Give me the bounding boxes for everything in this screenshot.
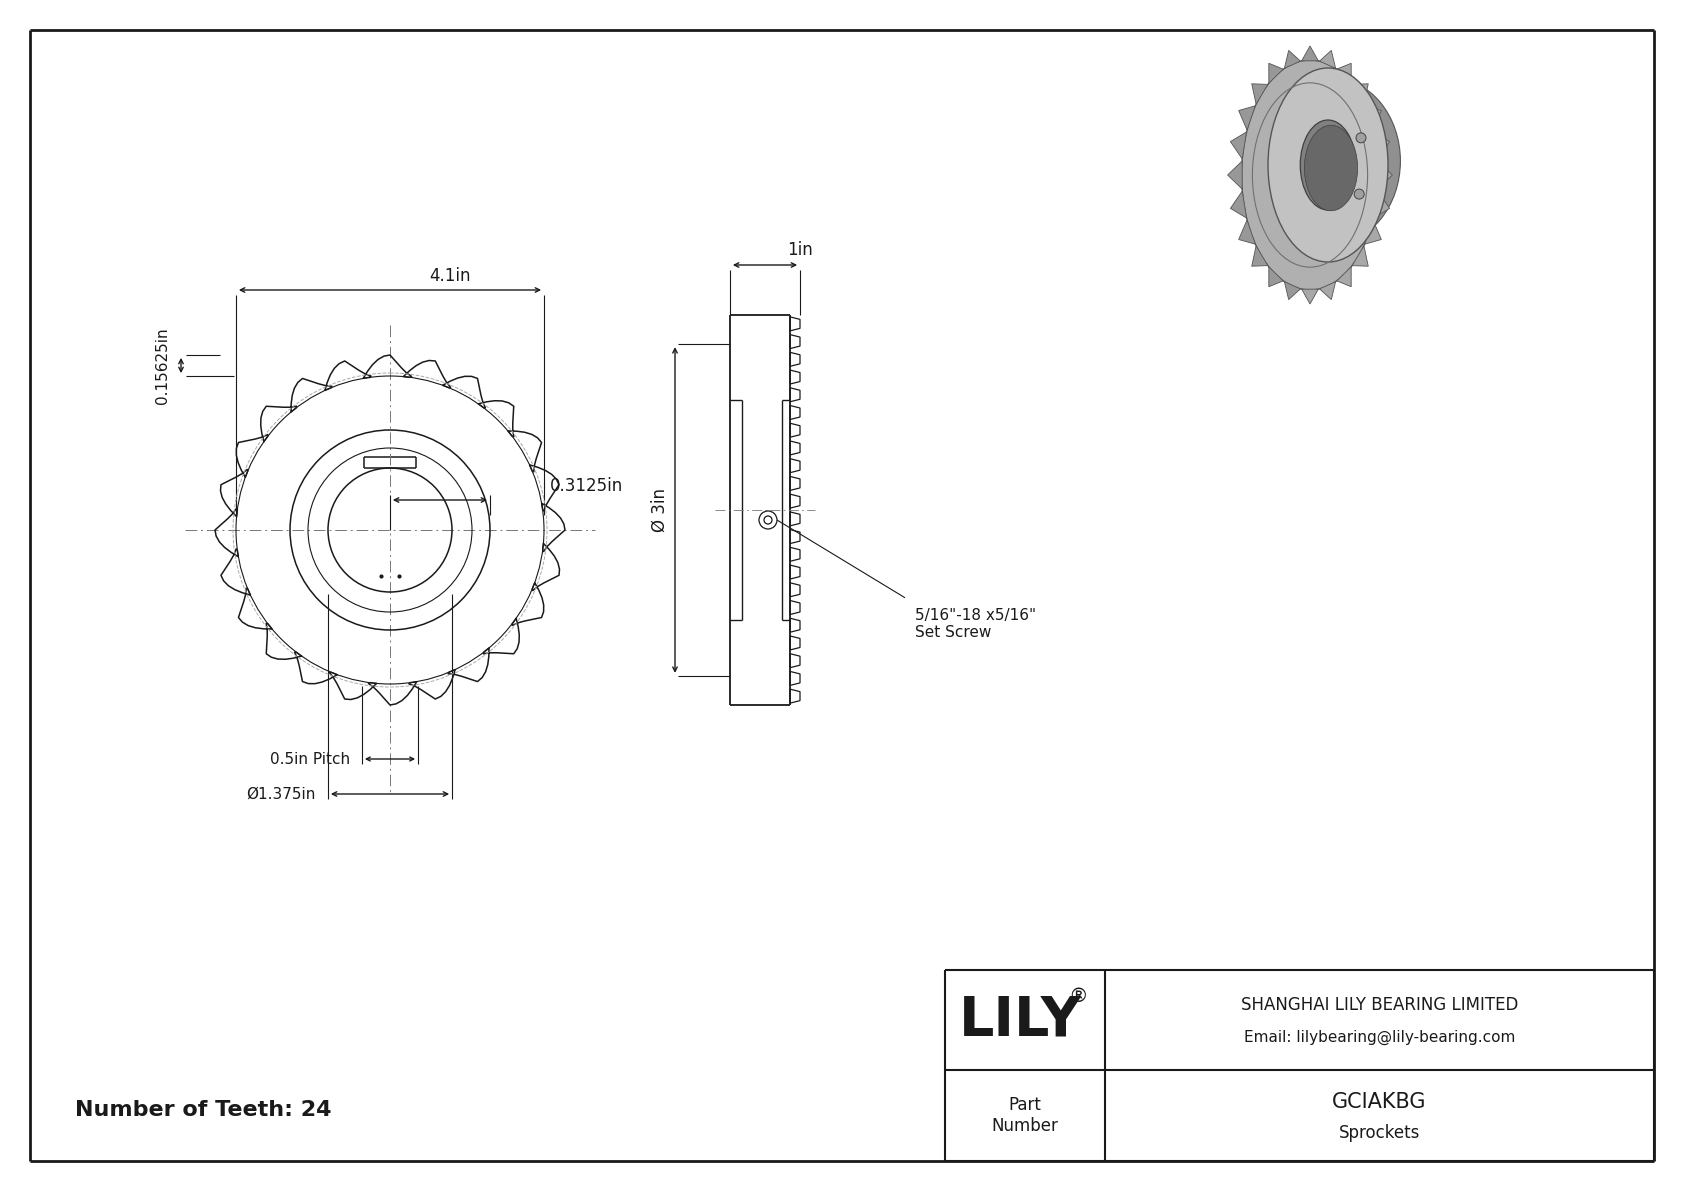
Polygon shape: [1290, 94, 1320, 104]
Polygon shape: [1250, 130, 1290, 137]
Polygon shape: [1251, 83, 1268, 104]
Polygon shape: [1239, 220, 1255, 244]
Text: 0.3125in: 0.3125in: [551, 478, 623, 495]
Polygon shape: [1285, 217, 1317, 254]
Polygon shape: [1271, 104, 1307, 112]
Polygon shape: [1231, 132, 1246, 158]
Polygon shape: [1258, 199, 1297, 232]
Polygon shape: [1241, 158, 1283, 177]
Text: ®: ®: [1068, 986, 1088, 1005]
Text: GCIAKBG: GCIAKBG: [1332, 1091, 1426, 1111]
Polygon shape: [1302, 46, 1319, 61]
Polygon shape: [1251, 192, 1292, 223]
Polygon shape: [1228, 161, 1243, 189]
Polygon shape: [1243, 168, 1283, 189]
Text: LILY: LILY: [958, 993, 1081, 1047]
Polygon shape: [1241, 155, 1283, 172]
Polygon shape: [1261, 202, 1298, 236]
Circle shape: [1356, 133, 1366, 143]
Polygon shape: [1268, 106, 1305, 114]
Ellipse shape: [1300, 120, 1356, 210]
Polygon shape: [1374, 132, 1389, 158]
Polygon shape: [1244, 138, 1287, 149]
Text: SHANGHAI LILY BEARING LIMITED: SHANGHAI LILY BEARING LIMITED: [1241, 996, 1519, 1014]
Polygon shape: [1244, 180, 1287, 207]
Polygon shape: [1268, 63, 1283, 83]
Text: Ø 3in: Ø 3in: [652, 488, 669, 532]
Polygon shape: [1239, 106, 1255, 130]
Polygon shape: [1374, 191, 1389, 218]
Polygon shape: [1246, 185, 1288, 212]
Text: Ø1.375in: Ø1.375in: [246, 786, 317, 802]
Polygon shape: [1244, 176, 1285, 201]
Text: 0.15625in: 0.15625in: [155, 328, 170, 404]
Polygon shape: [1251, 126, 1292, 132]
Polygon shape: [1337, 63, 1351, 83]
Polygon shape: [1255, 195, 1293, 227]
Polygon shape: [1285, 50, 1300, 68]
Polygon shape: [1265, 205, 1302, 241]
Polygon shape: [1241, 163, 1283, 183]
Polygon shape: [1243, 146, 1285, 160]
Polygon shape: [1378, 161, 1393, 189]
Circle shape: [1354, 189, 1364, 199]
Text: 0.5in Pitch: 0.5in Pitch: [269, 752, 350, 767]
Ellipse shape: [1305, 125, 1357, 211]
Polygon shape: [1320, 50, 1335, 68]
Polygon shape: [1276, 100, 1310, 110]
Text: Sprockets: Sprockets: [1339, 1123, 1420, 1141]
Polygon shape: [1265, 110, 1302, 117]
Text: Part
Number: Part Number: [992, 1096, 1059, 1135]
Polygon shape: [1295, 93, 1324, 102]
Polygon shape: [1285, 281, 1300, 300]
Polygon shape: [1261, 113, 1298, 120]
Text: 4.1in: 4.1in: [429, 267, 472, 285]
Polygon shape: [1246, 133, 1288, 143]
Polygon shape: [1320, 281, 1335, 300]
Text: 5/16"-18 x5/16"
Set Screw: 5/16"-18 x5/16" Set Screw: [914, 607, 1036, 640]
Polygon shape: [1280, 214, 1314, 252]
Polygon shape: [1243, 172, 1285, 195]
Text: Email: lilybearing@lily-bearing.com: Email: lilybearing@lily-bearing.com: [1244, 1029, 1516, 1045]
Ellipse shape: [1268, 68, 1388, 262]
Polygon shape: [1280, 98, 1314, 107]
Polygon shape: [1290, 218, 1320, 256]
Polygon shape: [1268, 267, 1283, 287]
Text: 1in: 1in: [786, 241, 813, 258]
Polygon shape: [1364, 106, 1381, 130]
Polygon shape: [1271, 211, 1307, 247]
Polygon shape: [1250, 188, 1290, 218]
Polygon shape: [1364, 220, 1381, 244]
Polygon shape: [1285, 96, 1317, 106]
Ellipse shape: [1263, 79, 1401, 244]
Polygon shape: [1231, 191, 1246, 218]
Polygon shape: [1352, 245, 1369, 267]
Polygon shape: [1243, 150, 1283, 166]
Polygon shape: [1255, 123, 1293, 127]
Polygon shape: [1276, 213, 1310, 250]
Text: Number of Teeth: 24: Number of Teeth: 24: [76, 1100, 332, 1120]
Polygon shape: [1295, 219, 1324, 257]
Ellipse shape: [1241, 60, 1379, 289]
Polygon shape: [1251, 245, 1268, 267]
Polygon shape: [1302, 289, 1319, 304]
Polygon shape: [1337, 267, 1351, 287]
Polygon shape: [1244, 142, 1285, 154]
Polygon shape: [1352, 83, 1369, 104]
Polygon shape: [1268, 208, 1305, 244]
Polygon shape: [1258, 118, 1297, 123]
